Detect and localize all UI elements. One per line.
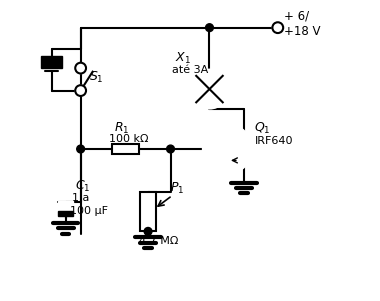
Circle shape <box>206 24 213 32</box>
Text: $X_1$: $X_1$ <box>175 51 191 66</box>
Text: + 6/: + 6/ <box>284 10 309 23</box>
Bar <box>58 200 73 203</box>
Text: +18 V: +18 V <box>284 25 321 38</box>
Text: IRF640: IRF640 <box>255 136 293 146</box>
Bar <box>58 211 73 216</box>
Circle shape <box>190 70 229 109</box>
Text: 100 kΩ: 100 kΩ <box>109 135 149 144</box>
Text: até 3A: até 3A <box>172 65 208 75</box>
Bar <box>112 144 139 154</box>
Text: $S_1$: $S_1$ <box>89 70 104 85</box>
Text: $C_1$: $C_1$ <box>74 179 90 194</box>
Text: 100 μF: 100 μF <box>70 206 108 216</box>
Text: $P_1$: $P_1$ <box>170 181 185 196</box>
Circle shape <box>203 124 252 174</box>
Bar <box>140 192 156 231</box>
Circle shape <box>144 228 152 235</box>
Circle shape <box>272 22 283 33</box>
Text: 4,7 MΩ: 4,7 MΩ <box>139 236 178 246</box>
Text: 1 a: 1 a <box>72 194 90 203</box>
Bar <box>41 56 62 67</box>
Circle shape <box>77 145 84 153</box>
Text: $R_1$: $R_1$ <box>114 121 130 136</box>
Text: $Q_1$: $Q_1$ <box>255 121 271 136</box>
Circle shape <box>75 85 86 96</box>
Circle shape <box>167 145 174 153</box>
Circle shape <box>75 63 86 73</box>
